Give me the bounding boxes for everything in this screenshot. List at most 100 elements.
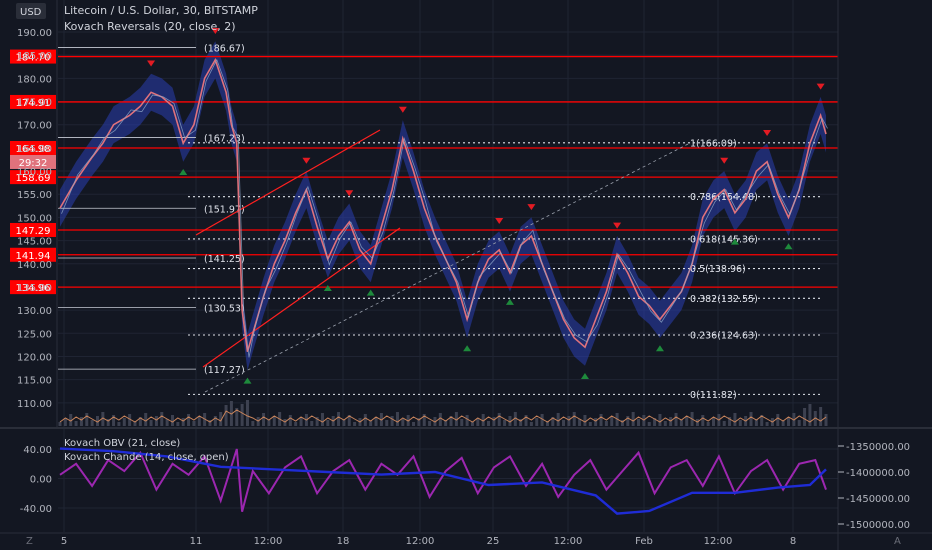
volume-bar: [438, 413, 442, 426]
volume-bar: [524, 415, 528, 426]
red-level-label: 174.91: [16, 98, 51, 109]
volume-bar: [138, 417, 142, 426]
volume-bar: [503, 420, 507, 426]
chande-label[interactable]: Kovach Chande (14, close, open): [64, 452, 229, 463]
indicator-label[interactable]: Kovach Reversals (20, close, 2): [64, 20, 236, 33]
volume-bar: [374, 417, 378, 426]
volume-bar: [470, 422, 474, 426]
obv-tick-label: -1350000.00: [846, 442, 910, 453]
volume-bar: [165, 419, 169, 426]
sell-marker: [816, 83, 825, 90]
swing-label: (141.25): [204, 254, 245, 265]
fibonacci-levels: 1(166.09) 0.786(154.48) 0.618(145.36) 0.5(1…: [188, 138, 820, 401]
volume-bar: [320, 413, 324, 426]
volume-bar: [476, 418, 480, 426]
volume-bar: [395, 412, 399, 426]
obv-tick-label: -1450000.00: [846, 494, 910, 505]
volume-bar: [578, 419, 582, 426]
volume-bar: [824, 414, 828, 426]
red-level-badge[interactable]: [10, 140, 56, 155]
volume-bar: [149, 420, 153, 426]
buy-marker: [580, 373, 589, 380]
red-level-badge[interactable]: [10, 280, 56, 295]
volume-bar: [154, 416, 158, 426]
volume-bar: [422, 414, 426, 426]
trend-channel[interactable]: [195, 129, 691, 393]
volume-bar: [797, 420, 801, 426]
reversal-markers: [147, 28, 825, 384]
volume-bar: [776, 414, 780, 426]
fib-level-label: 1(166.09): [690, 138, 737, 149]
price-detail-line: [61, 58, 828, 358]
time-tick-label: 12:00: [704, 536, 733, 547]
volume-bar: [465, 415, 469, 426]
channel-lower-line[interactable]: [202, 227, 401, 368]
volume-bar: [685, 416, 689, 426]
price-tick-label: 165.00: [17, 144, 52, 155]
buy-marker: [323, 284, 332, 291]
volume-average-line: [59, 409, 827, 423]
volume-bar: [460, 419, 464, 426]
channel-upper-line[interactable]: [195, 129, 381, 236]
volume-bar: [181, 418, 185, 426]
red-level-badge[interactable]: [10, 222, 56, 237]
volume-bar: [551, 417, 555, 426]
volume-bar: [631, 412, 635, 426]
sell-marker: [527, 204, 536, 211]
volume-bar: [63, 418, 67, 426]
fib-trend-line[interactable]: [204, 142, 691, 393]
buy-marker: [505, 298, 514, 305]
obv-label[interactable]: Kovach OBV (21, close): [64, 438, 180, 449]
price-tick-label: 150.00: [17, 213, 52, 224]
price-tick-label: 110.00: [17, 399, 52, 410]
oscillator-left-axis[interactable]: 40.00 0.00 -40.00: [20, 445, 52, 515]
volume-bar: [545, 421, 549, 426]
volume-bar: [176, 422, 180, 426]
fib-level-label: 0.5(138.96): [690, 264, 746, 275]
volume-bar: [353, 422, 357, 426]
red-level-lines: 184.70 174.91 164.98 158.69 147.29 141.94 134.…: [10, 49, 838, 295]
red-level-badge[interactable]: [10, 170, 56, 185]
volume-bar: [122, 418, 126, 426]
price-axis[interactable]: 110.00 115.00 120.00 125.00 130.00 135.00 140.…: [17, 28, 52, 410]
buy-marker: [655, 345, 664, 352]
time-axis[interactable]: 5 11 12:00 18 12:00 25 12:00 Feb 12:00 8: [61, 536, 796, 547]
red-level-badge[interactable]: [10, 247, 56, 262]
volume-bar: [235, 408, 239, 426]
volume-bar: [245, 400, 249, 426]
price-tick-label: 145.00: [17, 237, 52, 248]
red-level-badge[interactable]: [10, 94, 56, 109]
currency-label[interactable]: USD: [20, 7, 42, 18]
volume-bar: [160, 412, 164, 426]
obv-axis[interactable]: -1350000.00 -1400000.00 -1450000.00 -150000…: [838, 442, 910, 531]
volume-bar: [390, 416, 394, 426]
volume-bar: [385, 420, 389, 426]
volume-bar: [653, 418, 657, 426]
volume-bar: [251, 421, 255, 426]
volume-bar: [85, 413, 89, 426]
price-series-line: [59, 57, 827, 353]
grid: [58, 0, 838, 532]
volume-bar: [760, 415, 764, 426]
volume-bar: [417, 418, 421, 426]
auto-scale-icon[interactable]: A: [894, 536, 901, 547]
volume-bar: [787, 417, 791, 426]
sell-marker: [398, 106, 407, 113]
volume-bar: [540, 414, 544, 426]
swing-label: (186.67): [204, 43, 245, 54]
buy-marker: [179, 169, 188, 176]
volume-bar: [765, 422, 769, 426]
volume-bar: [497, 413, 501, 426]
volume-bar: [647, 422, 651, 426]
volume-bar: [144, 413, 148, 426]
volume-bar: [588, 422, 592, 426]
currency-badge[interactable]: [16, 3, 46, 19]
volume-bar: [412, 422, 416, 426]
timezone-icon[interactable]: Z: [26, 536, 33, 547]
volume-bar: [733, 413, 737, 426]
oscillator-tick-label: 0.00: [30, 475, 52, 486]
time-tick-label: 18: [337, 536, 350, 547]
volume-bar: [508, 416, 512, 426]
red-level-badge[interactable]: [10, 49, 56, 64]
